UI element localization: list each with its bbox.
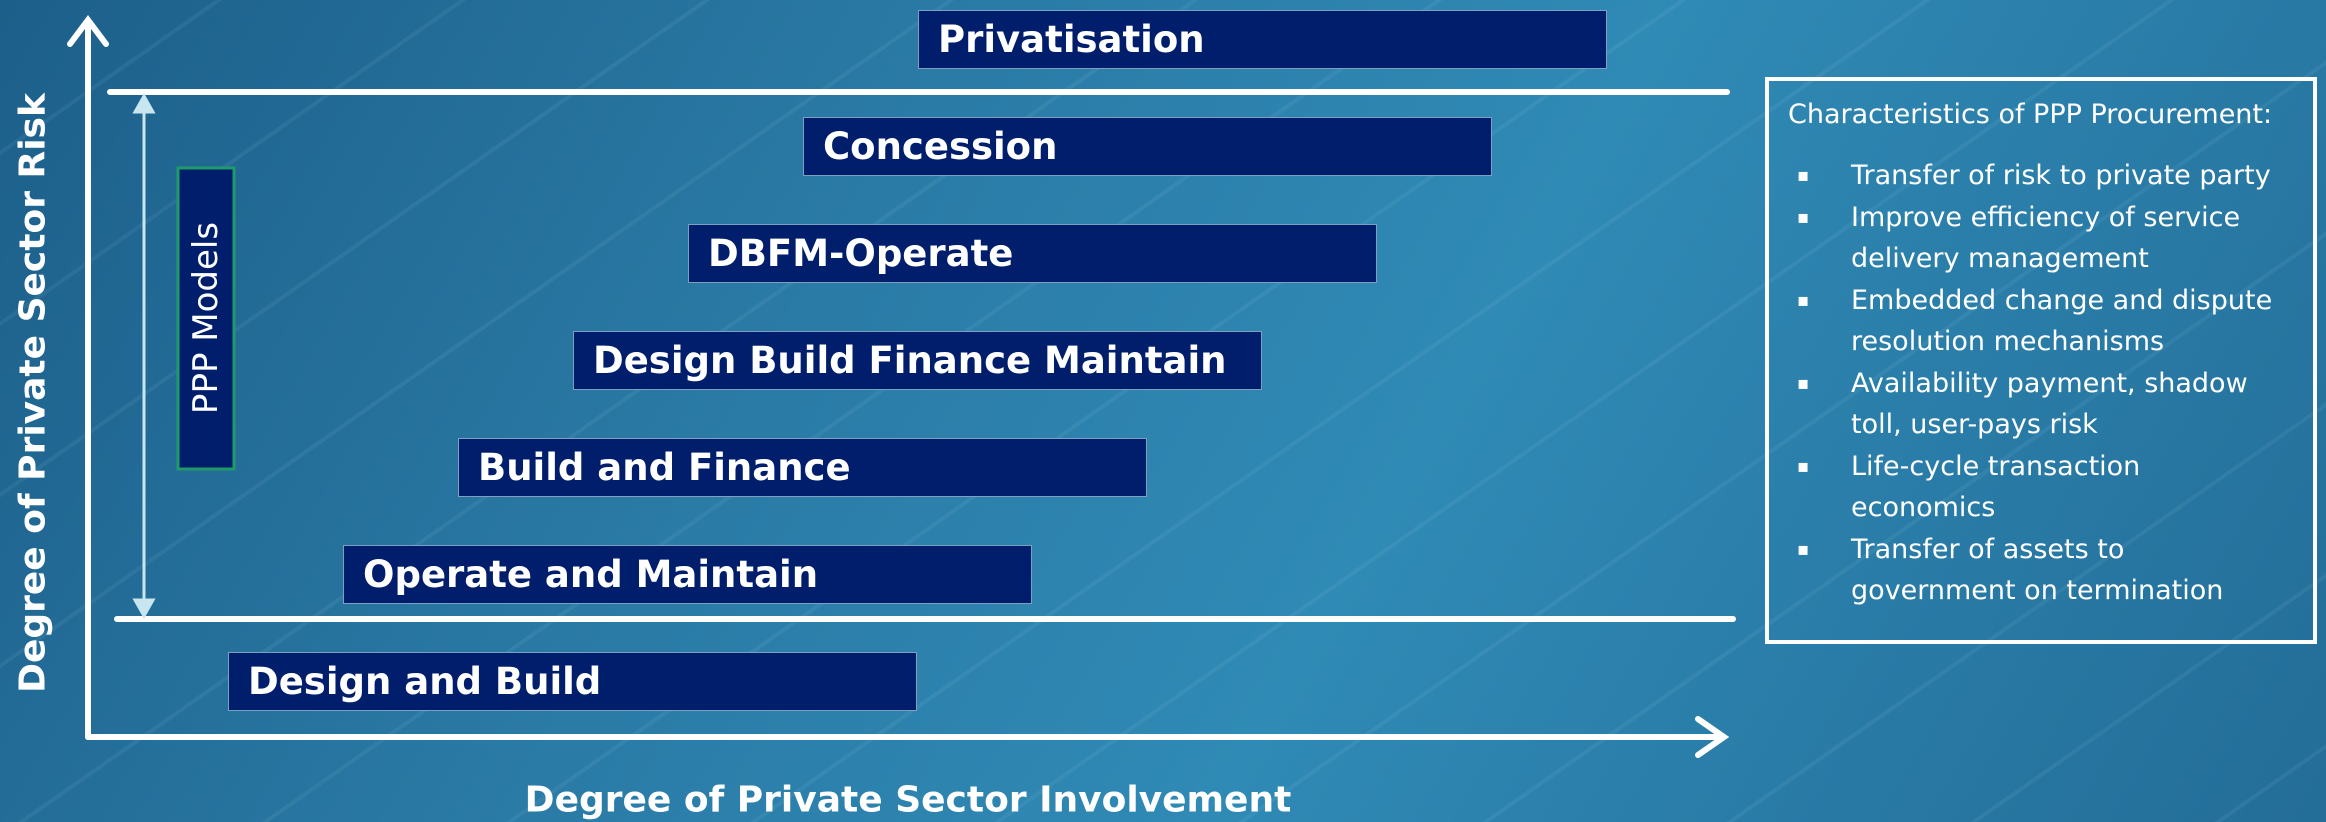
model-box: Operate and Maintain [343, 545, 1032, 604]
item-line: Transfer of assets to [1851, 529, 2223, 570]
item-line: delivery management [1851, 238, 2240, 279]
bullet: ▪ [1797, 446, 1809, 487]
y-axis-label: Degree of Private Sector Risk [13, 93, 54, 693]
ppp-label: PPP Models [186, 222, 226, 414]
model-box: Design and Build [228, 652, 917, 711]
model-box: Concession [803, 117, 1492, 176]
bullet: ▪ [1797, 197, 1809, 238]
model-box: Design Build Finance Maintain [573, 331, 1262, 390]
model-box: DBFM-Operate [688, 224, 1377, 283]
bullet: ▪ [1797, 155, 1809, 196]
page: Degree of Private Sector Risk Degree of … [0, 0, 2326, 822]
item-line: government on termination [1851, 570, 2223, 611]
item-line: Life-cycle transaction [1851, 446, 2140, 487]
model-box: Build and Finance [458, 438, 1147, 497]
item-line: Availability payment, shadow [1851, 363, 2248, 404]
item-line: economics [1851, 487, 2140, 528]
bullet: ▪ [1797, 363, 1809, 404]
characteristics-box: Characteristics of PPP Procurement: ▪ Tra… [1765, 77, 2317, 644]
item-line: toll, user-pays risk [1851, 404, 2248, 445]
item-line: Improve efficiency of service [1851, 197, 2240, 238]
model-box: Privatisation [918, 10, 1607, 69]
bullet: ▪ [1797, 529, 1809, 570]
item-line: Embedded change and dispute [1851, 280, 2272, 321]
item-line: Transfer of risk to private party [1851, 155, 2271, 196]
x-axis-label: Degree of Private Sector Involvement [525, 780, 1292, 821]
characteristics-title: Characteristics of PPP Procurement: [1788, 99, 2272, 130]
characteristic-item: ▪ Transfer of risk to private party [1797, 155, 2271, 196]
item-line: resolution mechanisms [1851, 321, 2272, 362]
bullet: ▪ [1797, 280, 1809, 321]
